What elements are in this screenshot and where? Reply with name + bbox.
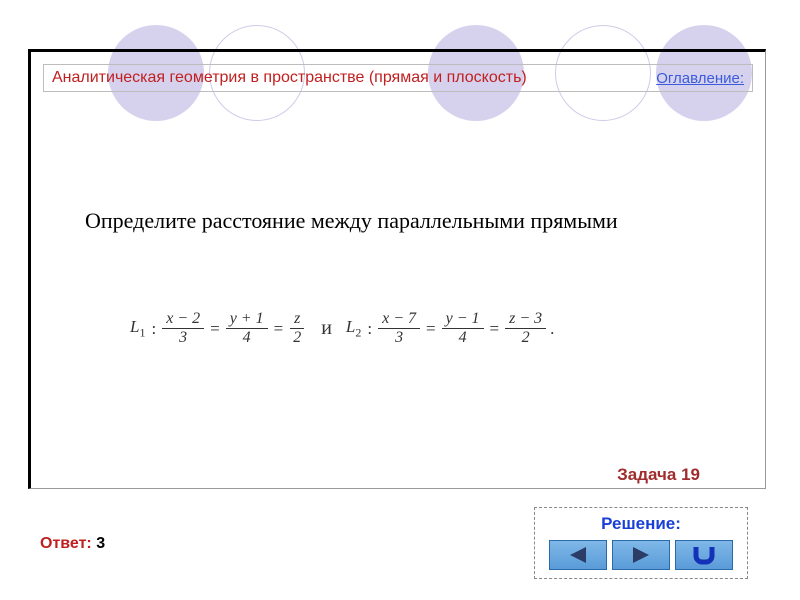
and-connector: и — [321, 317, 332, 340]
period: . — [550, 319, 554, 339]
return-button[interactable] — [675, 540, 733, 570]
frac: x − 23 — [162, 310, 204, 348]
frac: x − 73 — [378, 310, 420, 348]
equals: = — [210, 319, 220, 339]
toc-link[interactable]: Оглавление: — [656, 70, 744, 87]
next-button[interactable] — [612, 540, 670, 570]
colon: : — [151, 319, 156, 339]
frac: y − 14 — [442, 310, 484, 348]
formula: L1 : x − 23 = y + 14 = z2 и L2 : x − 73 … — [130, 310, 740, 348]
colon: : — [367, 319, 372, 339]
nav-buttons — [543, 540, 739, 570]
header-bar: Аналитическая геометрия в пространстве (… — [43, 64, 753, 92]
frac: y + 14 — [226, 310, 268, 348]
answer-label: Ответ: — [40, 535, 92, 552]
return-icon — [689, 544, 719, 566]
problem-text: Определите расстояние между параллельным… — [85, 205, 742, 237]
frac: z − 32 — [505, 310, 546, 348]
frac: z2 — [289, 310, 305, 348]
equals: = — [274, 319, 284, 339]
triangle-left-icon — [567, 546, 589, 564]
equals: = — [490, 319, 500, 339]
line1-label: L1 — [130, 317, 145, 340]
task-number: Задача 19 — [617, 465, 700, 485]
prev-button[interactable] — [549, 540, 607, 570]
equals: = — [426, 319, 436, 339]
line2-label: L2 — [346, 317, 361, 340]
content-frame: Аналитическая геометрия в пространстве (… — [28, 49, 766, 489]
answer: Ответ: 3 — [40, 535, 105, 553]
triangle-right-icon — [630, 546, 652, 564]
solution-title: Решение: — [543, 514, 739, 534]
page-title: Аналитическая геометрия в пространстве (… — [52, 69, 527, 87]
solution-panel: Решение: — [534, 507, 748, 579]
